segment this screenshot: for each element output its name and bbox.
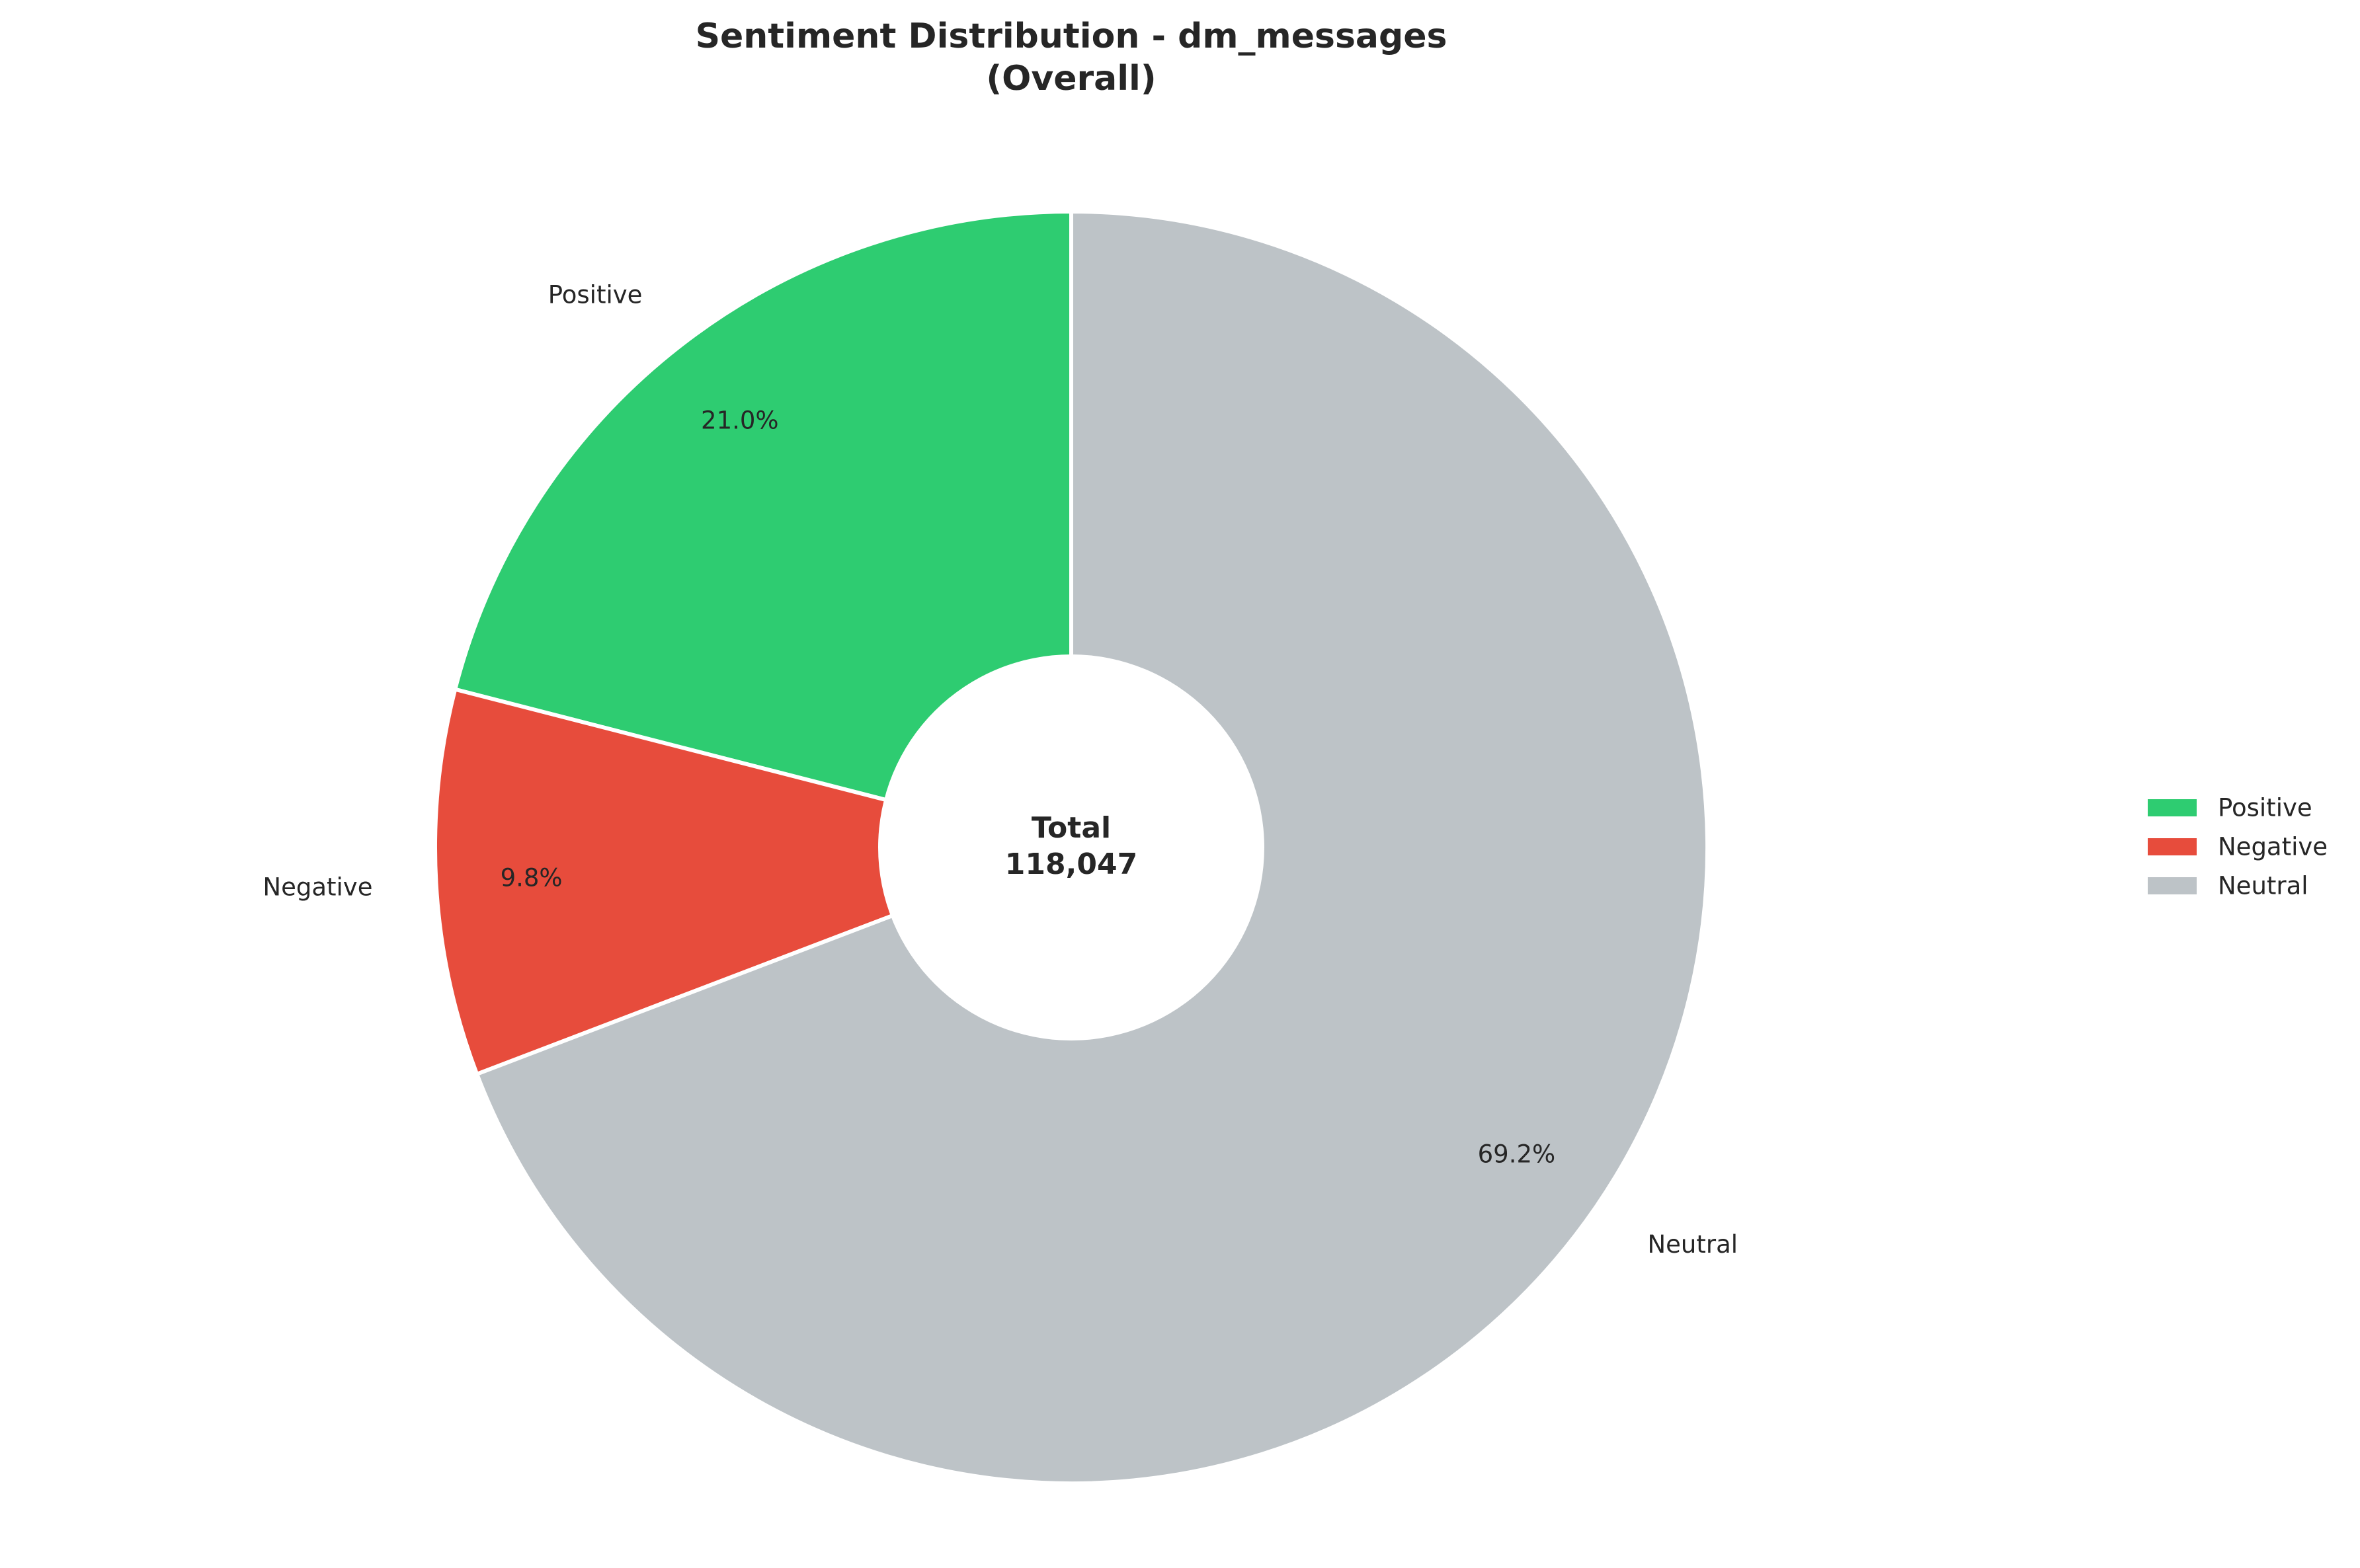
slice-pct-negative: 9.8% [501, 864, 563, 892]
legend-swatch-neutral [2148, 877, 2197, 894]
legend-label-positive: Positive [2218, 794, 2312, 822]
slice-label-positive: Positive [548, 280, 643, 309]
legend-label-negative: Negative [2218, 833, 2328, 861]
slice-label-negative: Negative [263, 873, 372, 901]
donut-hole [878, 654, 1264, 1040]
chart-subtitle: (Overall) [986, 59, 1156, 98]
pie-slice-positive [453, 210, 1073, 849]
center-total-value: 118,047 [1005, 847, 1137, 881]
legend-swatch-positive [2148, 799, 2197, 816]
legend: Positive Negative Neutral [2148, 794, 2328, 900]
pie-labels: Positive 21.0% Negative 9.8% Neutral 69.2% [263, 280, 1738, 1258]
legend-label-neutral: Neutral [2218, 872, 2308, 900]
center-total-label: Total [1032, 811, 1111, 845]
legend-swatch-negative [2148, 838, 2197, 855]
slice-pct-neutral: 69.2% [1478, 1140, 1556, 1168]
chart-title: Sentiment Distribution - dm_messages [696, 17, 1447, 56]
pie-slice-negative [433, 687, 1073, 1076]
slice-label-neutral: Neutral [1647, 1230, 1738, 1259]
slice-pct-positive: 21.0% [701, 406, 779, 434]
